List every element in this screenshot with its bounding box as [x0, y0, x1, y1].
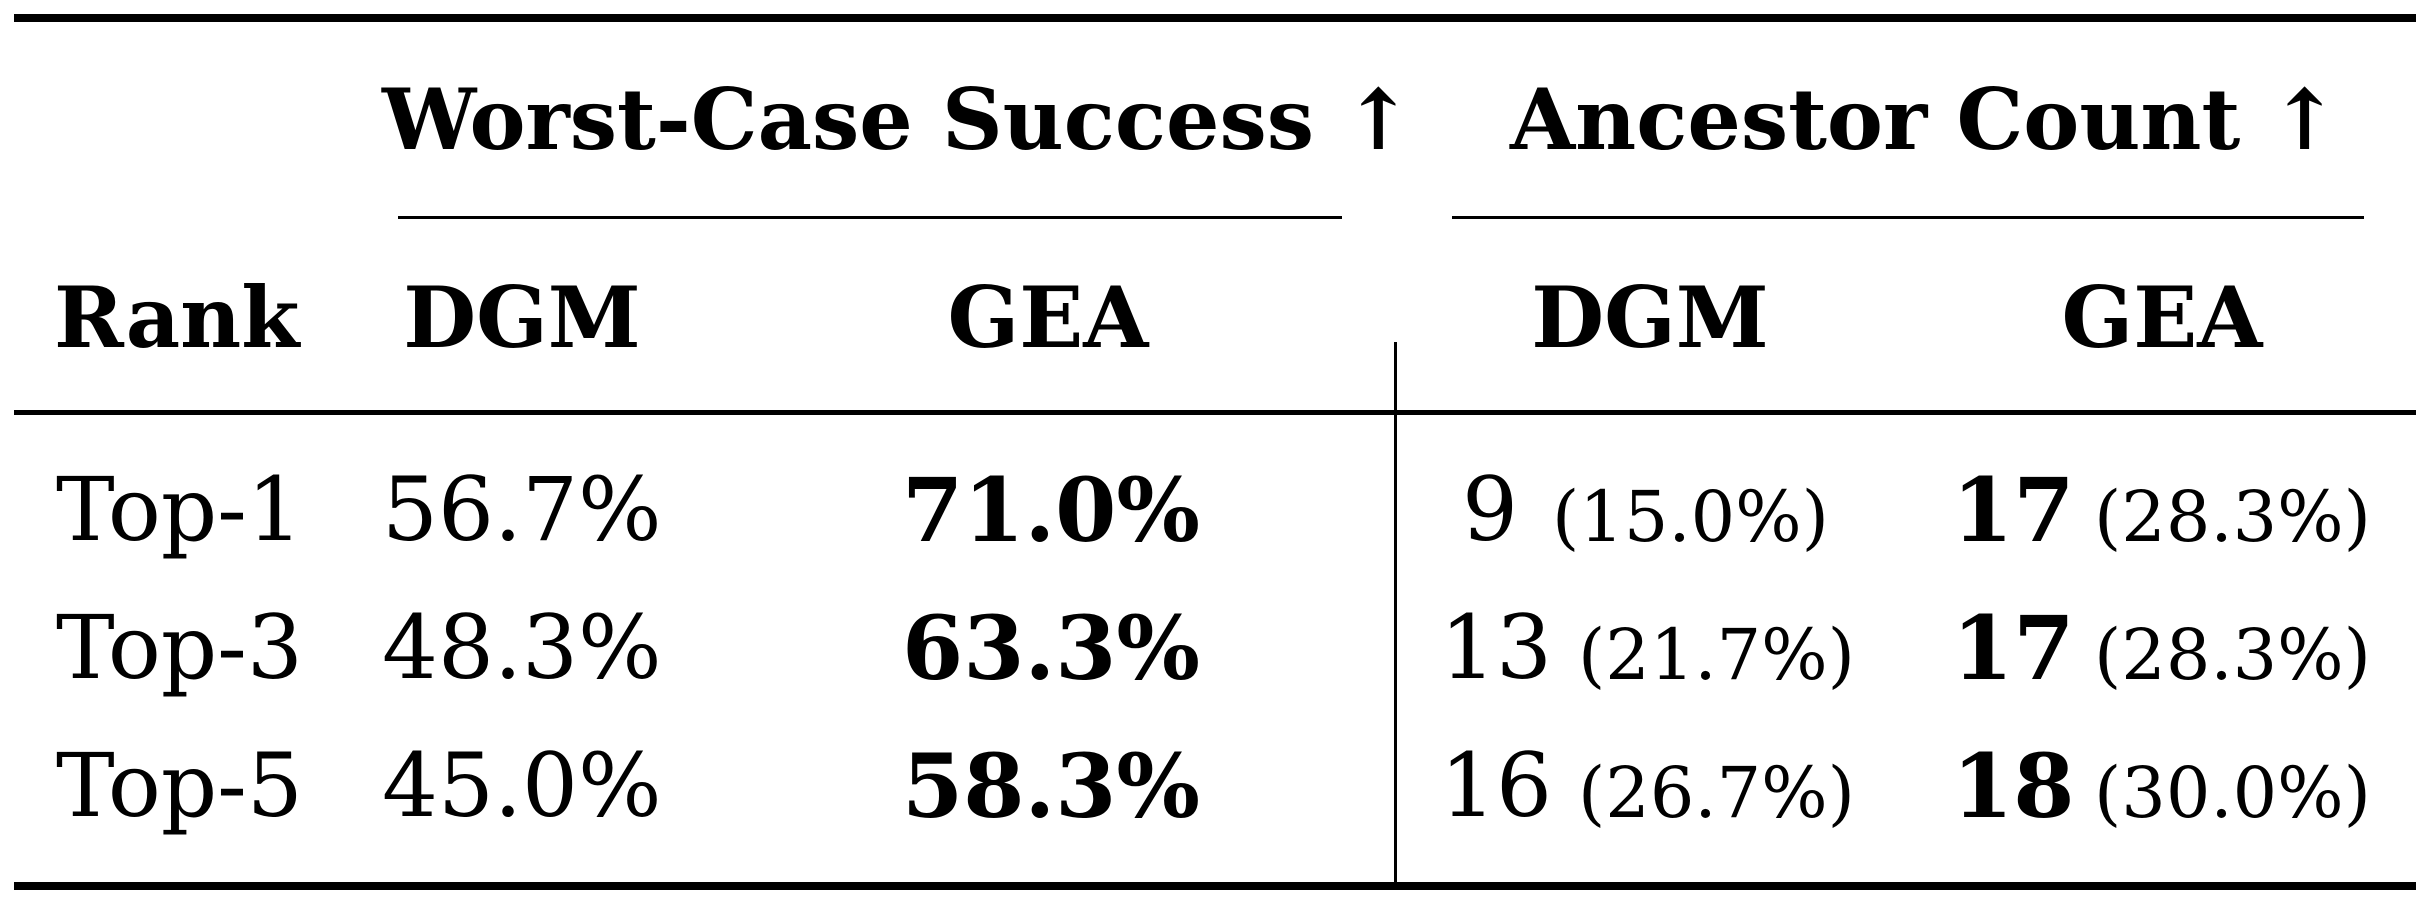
worst-case-gea-value: 58.3%: [902, 734, 1200, 838]
group-separator: [1394, 342, 1397, 890]
ancestor-dgm-percent: (26.7%): [1578, 752, 1855, 834]
worst-case-dgm-value: 56.7%: [382, 458, 662, 561]
top-rule: [14, 14, 2416, 22]
column-header-worst-case-gea: GEA: [947, 268, 1149, 367]
worst-case-gea-value: 71.0%: [902, 458, 1200, 562]
column-header-worst-case-dgm: DGM: [403, 268, 641, 367]
group-underline-worst-case: [398, 216, 1342, 219]
ancestor-dgm-percent: (15.0%): [1552, 476, 1829, 558]
group-header-ancestor-count: Ancestor Count ↑: [1510, 70, 2340, 169]
column-header-ancestor-gea: GEA: [2061, 268, 2263, 367]
column-header-rank: Rank: [54, 268, 300, 367]
ancestor-gea-percent: (28.3%): [2094, 614, 2371, 696]
row-rank: Top-3: [56, 596, 303, 699]
row-rank: Top-5: [56, 734, 303, 837]
ancestor-dgm-count: 16: [1440, 734, 1552, 837]
ancestor-dgm-percent: (21.7%): [1578, 614, 1855, 696]
ancestor-gea-count: 18: [1952, 734, 2075, 838]
ancestor-gea-count: 17: [1952, 596, 2075, 700]
header-rule: [14, 410, 2416, 415]
worst-case-dgm-value: 45.0%: [382, 734, 662, 837]
ancestor-gea-percent: (30.0%): [2094, 752, 2371, 834]
worst-case-dgm-value: 48.3%: [382, 596, 662, 699]
ancestor-dgm-count: 13: [1440, 596, 1552, 699]
row-rank: Top-1: [56, 458, 303, 561]
ancestor-gea-count: 17: [1952, 458, 2075, 562]
bottom-rule: [14, 882, 2416, 890]
ancestor-gea-percent: (28.3%): [2094, 476, 2371, 558]
group-header-worst-case-success: Worst-Case Success ↑: [382, 70, 1414, 169]
ancestor-dgm-count: 9: [1462, 458, 1518, 561]
group-underline-ancestor-count: [1452, 216, 2364, 219]
column-header-ancestor-dgm: DGM: [1531, 268, 1769, 367]
worst-case-gea-value: 63.3%: [902, 596, 1200, 700]
